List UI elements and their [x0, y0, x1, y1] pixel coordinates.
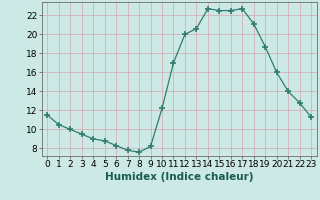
X-axis label: Humidex (Indice chaleur): Humidex (Indice chaleur) [105, 172, 253, 182]
